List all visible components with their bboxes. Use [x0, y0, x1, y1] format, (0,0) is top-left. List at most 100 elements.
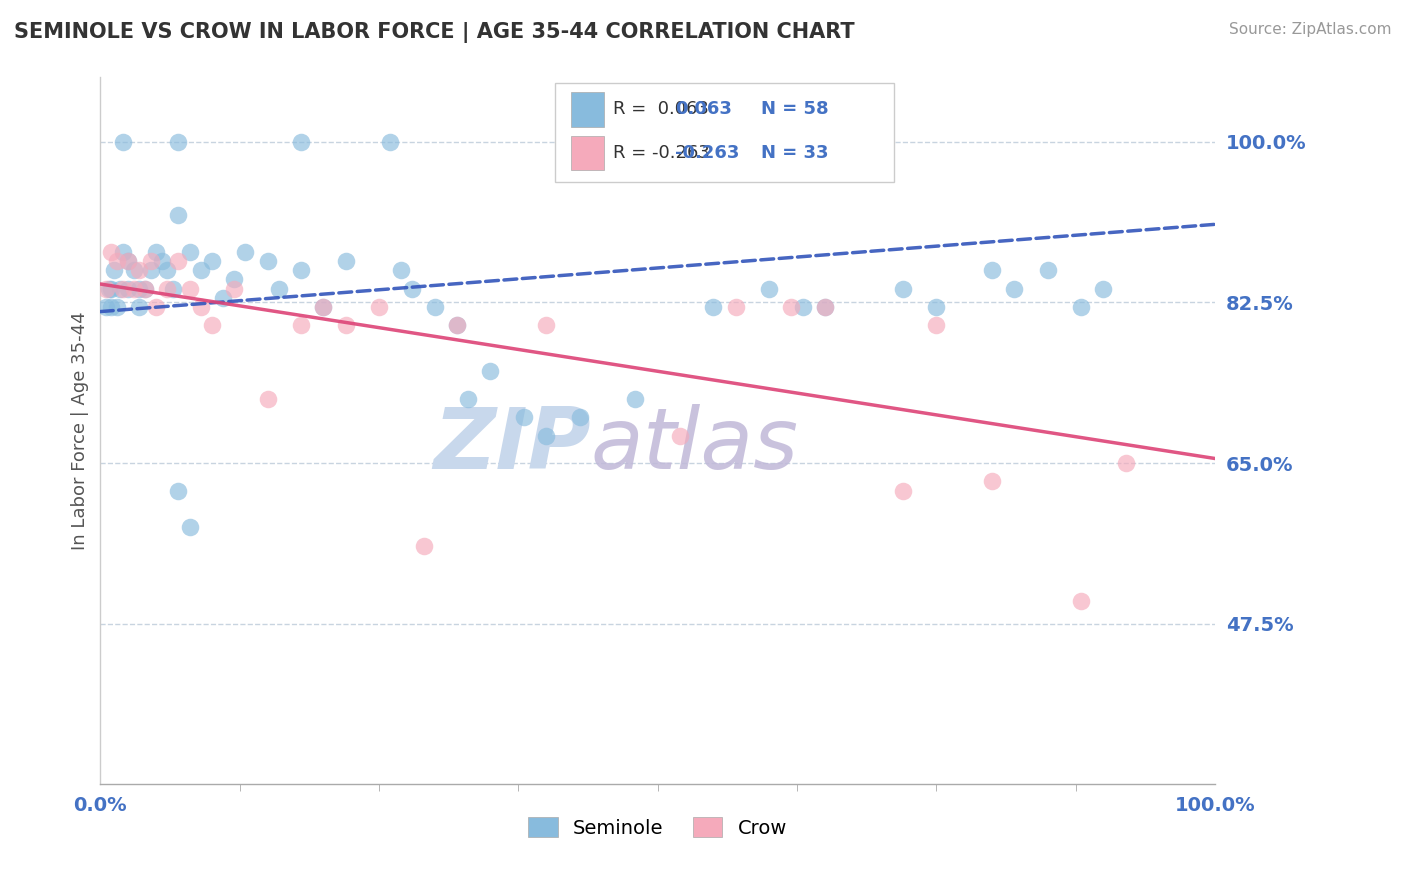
Point — [139, 263, 162, 277]
Point — [457, 392, 479, 406]
Point — [1070, 594, 1092, 608]
Point — [105, 300, 128, 314]
Point — [110, 282, 132, 296]
Point — [256, 392, 278, 406]
Text: SEMINOLE VS CROW IN LABOR FORCE | AGE 35-44 CORRELATION CHART: SEMINOLE VS CROW IN LABOR FORCE | AGE 35… — [14, 22, 855, 44]
Point — [702, 300, 724, 314]
Point — [792, 300, 814, 314]
Text: N = 58: N = 58 — [761, 100, 828, 119]
Point — [128, 263, 150, 277]
Point — [412, 539, 434, 553]
Point — [111, 244, 134, 259]
Point — [100, 244, 122, 259]
Point — [179, 282, 201, 296]
Point — [624, 392, 647, 406]
Point — [162, 282, 184, 296]
Point — [117, 254, 139, 268]
Legend: Seminole, Crow: Seminole, Crow — [520, 809, 794, 846]
Text: R = -0.263: R = -0.263 — [613, 145, 710, 162]
Point — [389, 263, 412, 277]
Text: ZIP: ZIP — [433, 403, 591, 486]
Point — [891, 483, 914, 498]
Point — [128, 300, 150, 314]
Point — [335, 318, 357, 333]
Point — [128, 282, 150, 296]
Point — [111, 135, 134, 149]
Point — [1002, 282, 1025, 296]
Point — [814, 300, 837, 314]
Point — [150, 254, 173, 268]
Point — [1092, 282, 1115, 296]
Point — [94, 300, 117, 314]
Point — [981, 475, 1004, 489]
Point — [134, 282, 156, 296]
Point — [368, 300, 391, 314]
Point — [1115, 456, 1137, 470]
Text: atlas: atlas — [591, 403, 799, 486]
Point — [222, 272, 245, 286]
Point — [190, 263, 212, 277]
Point — [925, 318, 948, 333]
Point — [290, 318, 312, 333]
Point — [534, 318, 557, 333]
Point — [724, 300, 747, 314]
Point — [134, 282, 156, 296]
Point — [780, 300, 803, 314]
Point — [669, 428, 692, 442]
Point — [94, 282, 117, 296]
Point — [256, 254, 278, 268]
Point — [423, 300, 446, 314]
Point — [335, 254, 357, 268]
Point — [111, 282, 134, 296]
Point — [446, 318, 468, 333]
Point — [145, 300, 167, 314]
Point — [122, 263, 145, 277]
Point — [758, 282, 780, 296]
Point — [167, 135, 190, 149]
Text: 0.063: 0.063 — [675, 100, 733, 119]
Point — [103, 263, 125, 277]
Point — [446, 318, 468, 333]
Point — [145, 244, 167, 259]
Point — [167, 208, 190, 222]
Point — [98, 282, 121, 296]
Point — [312, 300, 335, 314]
Point — [212, 291, 235, 305]
Point — [479, 364, 502, 378]
Point — [222, 282, 245, 296]
Point — [513, 410, 536, 425]
Point — [925, 300, 948, 314]
Point — [981, 263, 1004, 277]
Point — [267, 282, 290, 296]
Y-axis label: In Labor Force | Age 35-44: In Labor Force | Age 35-44 — [72, 311, 89, 550]
Point — [1036, 263, 1059, 277]
Point — [179, 520, 201, 534]
Point — [568, 410, 591, 425]
Point — [201, 318, 224, 333]
Point — [814, 300, 837, 314]
Point — [233, 244, 256, 259]
Point — [167, 254, 190, 268]
Point — [100, 282, 122, 296]
Point — [100, 300, 122, 314]
Point — [1070, 300, 1092, 314]
Point — [122, 282, 145, 296]
Point — [534, 428, 557, 442]
Point — [156, 282, 179, 296]
Point — [179, 244, 201, 259]
Text: -0.263: -0.263 — [675, 145, 740, 162]
Text: Source: ZipAtlas.com: Source: ZipAtlas.com — [1229, 22, 1392, 37]
Text: R =  0.063: R = 0.063 — [613, 100, 710, 119]
Point — [401, 282, 423, 296]
Point — [290, 263, 312, 277]
Point — [139, 254, 162, 268]
Point — [891, 282, 914, 296]
Point — [117, 254, 139, 268]
Text: N = 33: N = 33 — [761, 145, 828, 162]
Point — [312, 300, 335, 314]
Point — [156, 263, 179, 277]
Point — [378, 135, 401, 149]
Point — [201, 254, 224, 268]
Point — [290, 135, 312, 149]
Point — [117, 282, 139, 296]
